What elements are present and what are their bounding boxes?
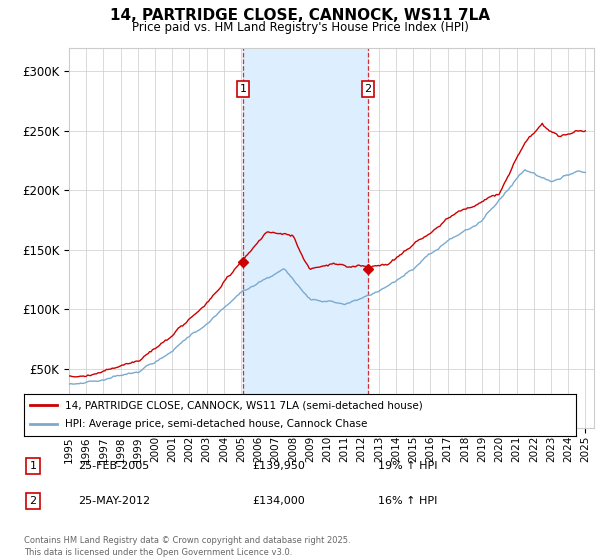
Text: 2: 2 — [29, 496, 37, 506]
Text: 25-FEB-2005: 25-FEB-2005 — [78, 461, 149, 471]
Text: 14, PARTRIDGE CLOSE, CANNOCK, WS11 7LA (semi-detached house): 14, PARTRIDGE CLOSE, CANNOCK, WS11 7LA (… — [65, 400, 423, 410]
Text: 16% ↑ HPI: 16% ↑ HPI — [378, 496, 437, 506]
Text: 14, PARTRIDGE CLOSE, CANNOCK, WS11 7LA: 14, PARTRIDGE CLOSE, CANNOCK, WS11 7LA — [110, 8, 490, 24]
Text: 25-MAY-2012: 25-MAY-2012 — [78, 496, 150, 506]
Text: 19% ↑ HPI: 19% ↑ HPI — [378, 461, 437, 471]
Text: £139,950: £139,950 — [252, 461, 305, 471]
Text: Price paid vs. HM Land Registry's House Price Index (HPI): Price paid vs. HM Land Registry's House … — [131, 21, 469, 34]
Text: 2: 2 — [364, 84, 371, 94]
Text: £134,000: £134,000 — [252, 496, 305, 506]
Text: Contains HM Land Registry data © Crown copyright and database right 2025.
This d: Contains HM Land Registry data © Crown c… — [24, 536, 350, 557]
Text: 1: 1 — [29, 461, 37, 471]
Text: HPI: Average price, semi-detached house, Cannock Chase: HPI: Average price, semi-detached house,… — [65, 419, 368, 429]
Text: 1: 1 — [239, 84, 247, 94]
Bar — [243, 48, 368, 428]
